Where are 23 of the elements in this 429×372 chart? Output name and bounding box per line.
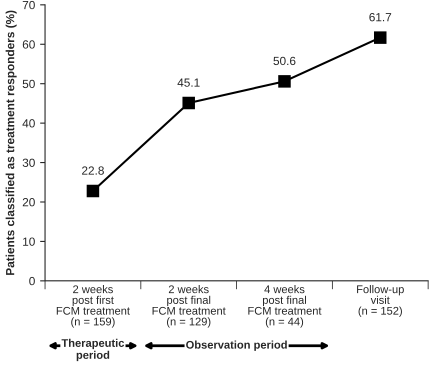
y-tick-label: 60: [22, 40, 35, 49]
y-tick-label: 30: [22, 158, 35, 167]
x-tick-label: 2 weeks post final FCM treatment (n = 129): [152, 285, 226, 328]
data-label: 22.8: [82, 166, 104, 175]
point: [278, 75, 291, 88]
y-tick-label: 50: [22, 80, 35, 88]
data-label: 50.6: [273, 56, 296, 66]
x-tick-label: 2 weeks post first FCM treatment (n = 159): [56, 285, 130, 328]
y-tick-label: 70: [22, 0, 35, 10]
data-label: 61.7: [369, 12, 392, 22]
data-label: 45.1: [177, 78, 200, 87]
point: [86, 184, 100, 198]
y-tick-label: 40: [22, 119, 35, 128]
x-tick-label: Follow-up visit (n = 152): [357, 285, 404, 317]
point: [374, 31, 387, 44]
x-tick-label: 4 weeks post final FCM treatment (n = 44): [248, 285, 322, 328]
y-axis-title: Patients classified as treatment responders (%): [6, 10, 17, 275]
y-tick-label: 10: [23, 237, 35, 246]
y-tick-label: 20: [22, 198, 35, 206]
y-tick-label: 0: [29, 276, 35, 286]
text: Therapeutic period: [62, 338, 124, 362]
text: Observation period: [186, 340, 287, 351]
point: [182, 96, 195, 110]
